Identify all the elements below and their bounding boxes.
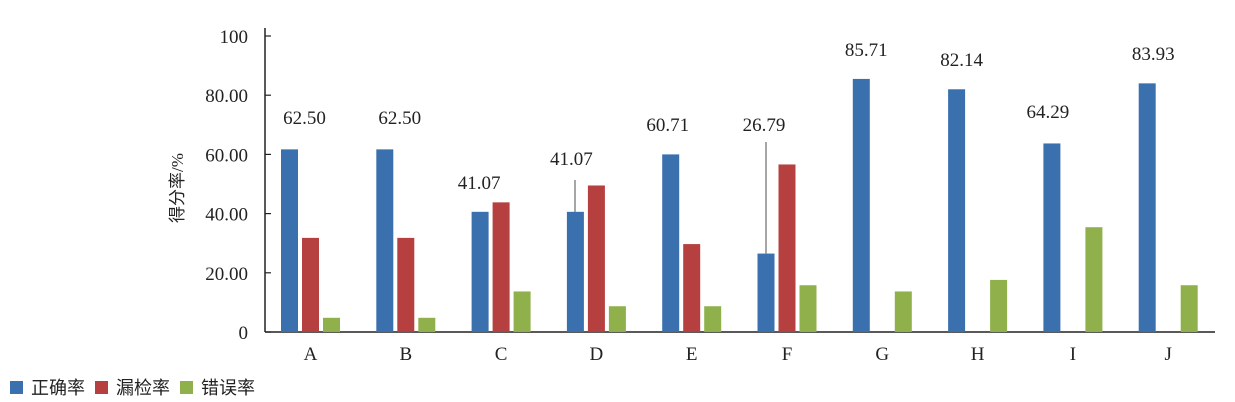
x-tick-label: C <box>495 344 508 365</box>
bar-A-series-1 <box>281 149 298 332</box>
bar-B-series-3 <box>418 317 436 332</box>
bar-H-series-3 <box>990 279 1008 332</box>
y-tick-label: 100 <box>220 27 249 48</box>
x-tick-label: H <box>971 344 985 365</box>
data-label-F: 26.79 <box>743 115 786 136</box>
data-label-I: 64.29 <box>1027 102 1070 123</box>
bar-A-series-2 <box>302 237 319 332</box>
y-tick-label: 40.00 <box>205 205 248 226</box>
y-tick-label: 20.00 <box>205 264 248 285</box>
bar-E-series-1 <box>662 154 680 332</box>
data-label-B: 62.50 <box>378 108 421 129</box>
x-tick-label: D <box>590 344 604 365</box>
bar-E-series-3 <box>704 306 722 332</box>
legend-label-series-1: 正确率 <box>31 378 85 399</box>
x-tick-label: I <box>1070 344 1076 365</box>
data-label-H: 82.14 <box>940 50 983 71</box>
legend-item-series-3: 错误率 <box>180 374 255 400</box>
bar-I-series-3 <box>1085 227 1103 332</box>
chart-svg: 0 20.00 40.00 60.00 80.00 100 得分率/% A B C D E F G H I J 6… <box>168 27 1215 365</box>
x-tick-label: J <box>1164 344 1171 365</box>
x-tick-label: A <box>304 344 318 365</box>
bar-F-series-1 <box>757 253 775 332</box>
data-label-D: 41.07 <box>550 149 593 170</box>
bar-E-series-2 <box>683 244 701 332</box>
bar-D-series-2 <box>587 185 605 332</box>
bar-G-series-1 <box>852 78 870 332</box>
x-tick-label: G <box>875 344 889 365</box>
legend-item-series-1: 正确率 <box>10 374 85 400</box>
legend-swatch-series-3 <box>180 380 193 394</box>
legend-label-series-3: 错误率 <box>201 378 255 399</box>
bar-J-series-1 <box>1138 83 1156 332</box>
x-tick-label: E <box>686 344 698 365</box>
y-tick-label: 60.00 <box>205 145 248 166</box>
bar-C-series-1 <box>471 211 489 332</box>
legend: 正确率 漏检率 错误率 <box>10 374 265 400</box>
legend-swatch-series-2 <box>95 380 108 394</box>
bar-J-series-3 <box>1180 285 1198 332</box>
bar-F-series-2 <box>778 164 796 332</box>
legend-swatch-series-1 <box>10 380 23 394</box>
x-tick-label: B <box>399 344 412 365</box>
y-axis-label: 得分率/% <box>168 153 187 223</box>
data-label-C: 41.07 <box>458 173 501 194</box>
bar-C-series-2 <box>492 202 510 332</box>
bar-B-series-2 <box>397 237 415 332</box>
bar-I-series-1 <box>1043 143 1061 332</box>
bar-C-series-3 <box>513 291 531 332</box>
bar-D-series-1 <box>566 211 584 332</box>
bar-H-series-1 <box>948 89 966 332</box>
data-label-A: 62.50 <box>283 108 326 129</box>
data-label-J: 83.93 <box>1132 44 1175 65</box>
bar-B-series-1 <box>376 149 394 332</box>
y-tick-label: 80.00 <box>205 86 248 107</box>
bar-F-series-3 <box>799 285 817 332</box>
data-label-E: 60.71 <box>646 115 689 136</box>
x-tick-label: F <box>782 344 793 365</box>
bar-G-series-3 <box>894 291 912 332</box>
legend-item-series-2: 漏检率 <box>95 374 170 400</box>
data-label-G: 85.71 <box>845 40 888 61</box>
bar-A-series-3 <box>323 317 340 332</box>
y-tick-label: 0 <box>239 323 249 344</box>
bar-D-series-3 <box>608 306 626 332</box>
legend-label-series-2: 漏检率 <box>116 378 170 399</box>
